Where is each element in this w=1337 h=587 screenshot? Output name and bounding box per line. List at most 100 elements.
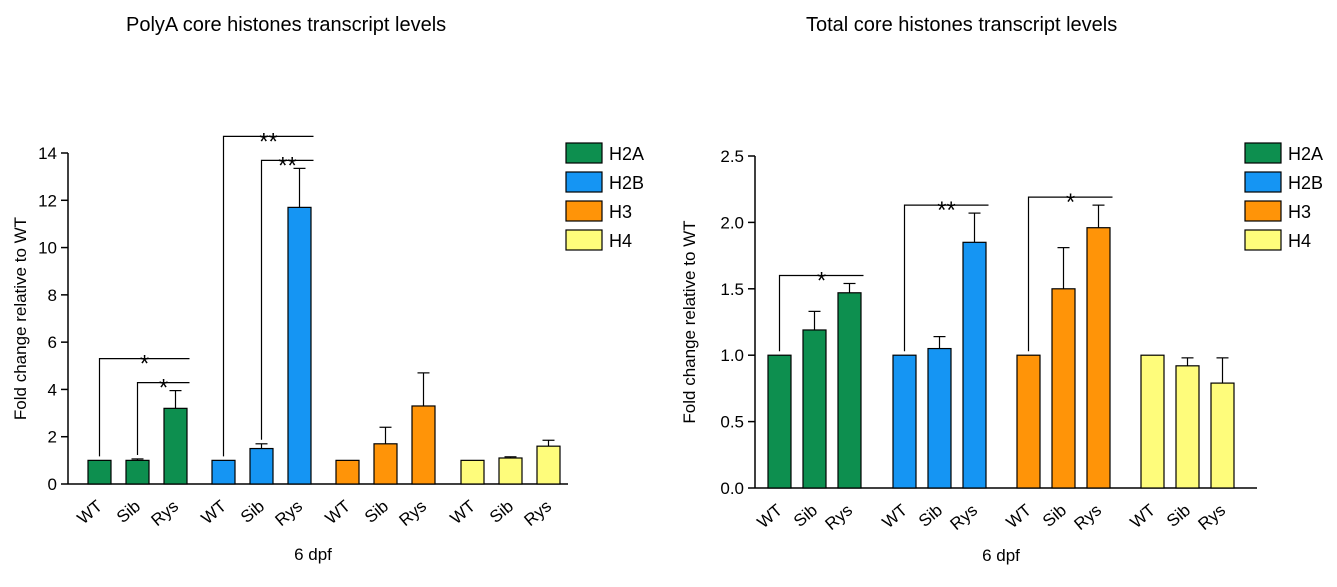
- significance-marker: **: [278, 152, 297, 179]
- y-tick-label: 2.5: [720, 147, 744, 166]
- legend-swatch: [565, 229, 603, 251]
- significance-marker: *: [140, 351, 149, 378]
- bar: [1016, 354, 1041, 489]
- legend-label: H2B: [609, 173, 644, 193]
- y-tick-label: 2: [48, 428, 57, 447]
- significance-marker: *: [159, 375, 168, 402]
- bar: [1175, 365, 1200, 489]
- y-tick-label: 8: [48, 286, 57, 305]
- bar: [962, 241, 987, 489]
- x-tick-label: Sib: [790, 501, 821, 531]
- bar: [87, 459, 112, 485]
- bar: [837, 292, 862, 489]
- x-tick-label: Sib: [361, 497, 392, 527]
- bar: [1140, 354, 1165, 489]
- x-tick-label: WT: [754, 501, 786, 533]
- x-tick-label: WT: [322, 497, 354, 529]
- legend-label: H4: [1288, 231, 1311, 251]
- y-axis-label: Fold change relative to WT: [11, 217, 30, 420]
- y-tick-label: 0.5: [720, 413, 744, 432]
- legend-label: H2B: [1288, 173, 1323, 193]
- bar: [163, 407, 188, 485]
- y-tick-label: 0: [48, 475, 57, 494]
- bar: [1051, 288, 1076, 489]
- x-tick-label: WT: [447, 497, 479, 529]
- significance-bracket: [903, 204, 989, 352]
- y-tick-label: 12: [38, 191, 57, 210]
- y-tick-label: 4: [48, 380, 57, 399]
- bar: [498, 457, 523, 485]
- y-axis-label: Fold change relative to WT: [680, 220, 699, 423]
- legend-label: H4: [609, 231, 632, 251]
- bar: [1086, 227, 1111, 489]
- significance-marker: **: [937, 197, 956, 224]
- x-tick-label: Rys: [1070, 501, 1105, 534]
- y-tick-label: 6: [48, 333, 57, 352]
- chart-title: Total core histones transcript levels: [806, 14, 1118, 36]
- significance-bracket: [136, 382, 190, 455]
- x-tick-label: WT: [74, 497, 106, 529]
- chart-title: PolyA core histones transcript levels: [126, 14, 447, 36]
- x-tick-label: Sib: [237, 497, 268, 527]
- chart-panel-total: Total core histones transcript levels 0.…: [660, 0, 1337, 587]
- bar: [411, 405, 436, 485]
- x-tick-label: WT: [879, 501, 911, 533]
- significance-bracket: [1027, 196, 1113, 352]
- bar: [927, 347, 952, 489]
- bar-chart-total: 0.0 0.5 1.0 1.5 2.0 2.5 Fold change relative t…: [680, 142, 1323, 565]
- legend-swatch: [1244, 229, 1282, 251]
- x-axis-label: 6 dpf: [982, 546, 1020, 565]
- y-tick-label: 1.0: [720, 346, 744, 365]
- y-tick-label: 2.0: [720, 213, 744, 232]
- x-tick-label: Rys: [395, 497, 430, 530]
- chart-panel-polya: PolyA core histones transcript levels 0 2…: [0, 0, 660, 587]
- significance-marker: *: [817, 267, 826, 294]
- legend-label: H3: [1288, 202, 1311, 222]
- x-tick-label: Rys: [147, 497, 182, 530]
- x-tick-label: WT: [1003, 501, 1035, 533]
- significance-bracket: [778, 274, 864, 352]
- significance-bracket: [98, 358, 190, 457]
- legend-label: H2A: [609, 144, 644, 164]
- legend-label: H3: [609, 202, 632, 222]
- bar: [892, 354, 917, 489]
- x-tick-label: Sib: [915, 501, 946, 531]
- bar: [767, 354, 792, 489]
- legend-swatch: [565, 142, 603, 164]
- x-tick-label: Sib: [486, 497, 517, 527]
- legend-swatch: [565, 200, 603, 222]
- significance-bracket: [222, 135, 314, 457]
- x-axis-label: 6 dpf: [294, 545, 332, 564]
- legend-swatch: [1244, 142, 1282, 164]
- x-tick-label: WT: [1127, 501, 1159, 533]
- x-tick-label: Rys: [1194, 501, 1229, 534]
- legend-label: H2A: [1288, 144, 1323, 164]
- y-tick-label: 14: [38, 144, 57, 163]
- bar: [287, 206, 312, 485]
- x-tick-label: Sib: [1039, 501, 1070, 531]
- x-tick-label: Rys: [271, 497, 306, 530]
- y-tick-label: 0.0: [720, 479, 744, 498]
- bar: [373, 443, 398, 485]
- y-tick-label: 1.5: [720, 280, 744, 299]
- bar: [335, 459, 360, 485]
- bar-chart-polya: 0 2 4 6 8 10 12 14 Fold change relative to WT 6 d…: [11, 128, 644, 564]
- legend-swatch: [1244, 200, 1282, 222]
- significance-bracket: [260, 159, 314, 440]
- x-tick-label: Rys: [821, 501, 856, 534]
- x-tick-label: Rys: [520, 497, 555, 530]
- x-tick-label: Rys: [946, 501, 981, 534]
- x-tick-label: WT: [198, 497, 230, 529]
- x-tick-label: Sib: [1163, 501, 1194, 531]
- bar: [249, 447, 274, 485]
- legend-swatch: [1244, 171, 1282, 193]
- y-tick-label: 10: [38, 239, 57, 258]
- bar: [802, 329, 827, 489]
- bar: [536, 445, 561, 485]
- legend-swatch: [565, 171, 603, 193]
- significance-marker: **: [259, 128, 278, 155]
- bar: [211, 459, 236, 485]
- bar: [460, 459, 485, 485]
- x-tick-label: Sib: [113, 497, 144, 527]
- bar: [125, 459, 150, 485]
